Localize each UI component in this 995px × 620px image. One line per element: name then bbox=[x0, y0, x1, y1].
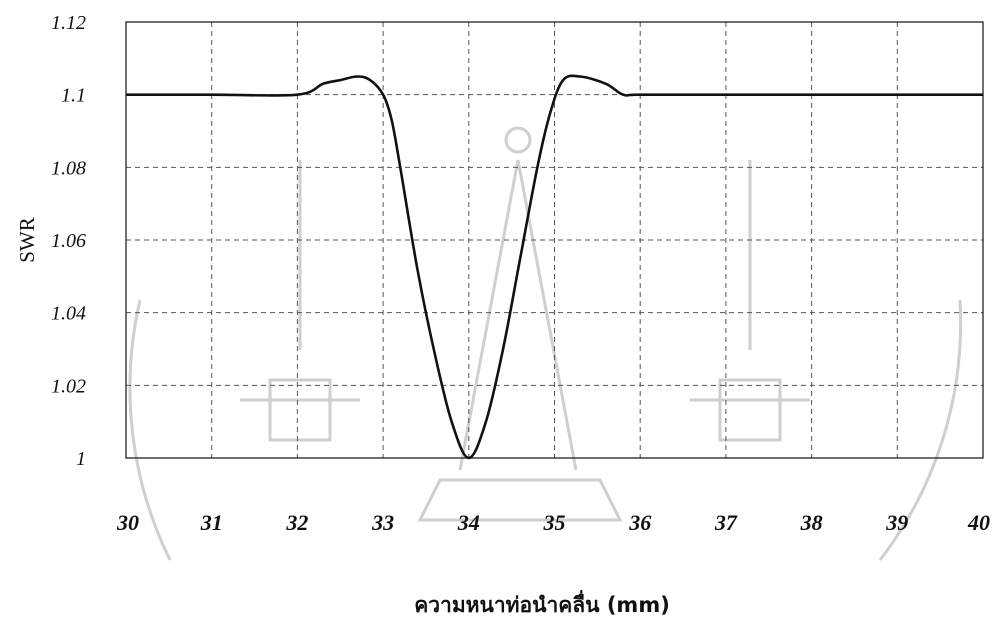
x-tick-label: 37 bbox=[714, 510, 738, 535]
x-tick-label: 33 bbox=[371, 510, 394, 535]
y-axis-title: SWR bbox=[15, 217, 39, 263]
y-tick-label: 1.04 bbox=[51, 303, 86, 325]
x-tick-label: 34 bbox=[457, 510, 480, 535]
x-axis-title: ความหนาท่อนำคลื่น (mm) bbox=[414, 589, 670, 617]
y-tick-label: 1.1 bbox=[61, 85, 86, 107]
swr-series-line bbox=[125, 74, 983, 460]
university-emblem-watermark-icon bbox=[128, 126, 963, 561]
y-tick-label: 1.02 bbox=[51, 375, 86, 397]
y-tick-label: 1.12 bbox=[51, 12, 86, 34]
x-tick-label: 30 bbox=[116, 510, 139, 535]
x-tick-labels: 30 31 32 33 34 35 36 37 38 39 40 bbox=[116, 510, 990, 535]
x-tick-label: 40 bbox=[967, 510, 990, 535]
x-tick-label: 35 bbox=[543, 510, 566, 535]
grid-lines bbox=[126, 22, 983, 458]
x-tick-label: 36 bbox=[628, 510, 651, 535]
y-tick-labels: 1 1.02 1.04 1.06 1.08 1.1 1.12 bbox=[51, 12, 86, 470]
plot-frame bbox=[125, 21, 984, 459]
y-tick-label: 1.08 bbox=[51, 157, 86, 179]
x-tick-label: 31 bbox=[200, 510, 223, 535]
x-tick-label: 38 bbox=[800, 510, 823, 535]
x-tick-label: 32 bbox=[285, 510, 308, 535]
x-tick-label: 39 bbox=[885, 510, 908, 535]
y-tick-label: 1 bbox=[76, 448, 86, 470]
y-tick-label: 1.06 bbox=[51, 230, 86, 252]
